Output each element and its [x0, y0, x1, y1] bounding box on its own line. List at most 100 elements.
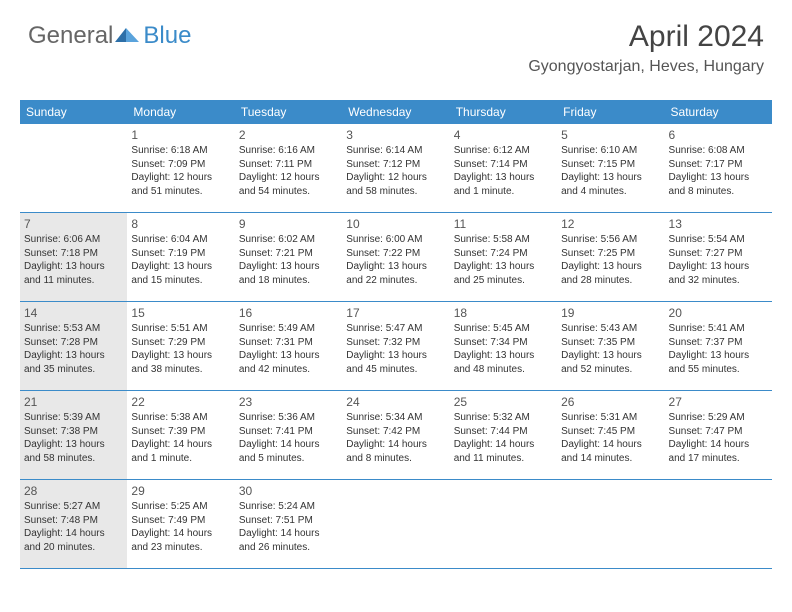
sunset-text: Sunset: 7:44 PM: [454, 425, 553, 439]
day-cell: 25Sunrise: 5:32 AMSunset: 7:44 PMDayligh…: [450, 391, 557, 479]
sunset-text: Sunset: 7:12 PM: [346, 158, 445, 172]
sunset-text: Sunset: 7:15 PM: [561, 158, 660, 172]
logo-text-general: General: [28, 22, 113, 50]
daylight-text: Daylight: 13 hours and 28 minutes.: [561, 260, 660, 287]
daylight-text: Daylight: 13 hours and 11 minutes.: [24, 260, 123, 287]
sunrise-text: Sunrise: 6:16 AM: [239, 144, 338, 158]
sunset-text: Sunset: 7:24 PM: [454, 247, 553, 261]
day-number: 23: [239, 394, 338, 410]
daylight-text: Daylight: 13 hours and 48 minutes.: [454, 349, 553, 376]
sunset-text: Sunset: 7:11 PM: [239, 158, 338, 172]
sunrise-text: Sunrise: 5:32 AM: [454, 411, 553, 425]
day-number: 11: [454, 216, 553, 232]
sunrise-text: Sunrise: 6:04 AM: [131, 233, 230, 247]
logo-text-blue: Blue: [143, 22, 191, 50]
sunrise-text: Sunrise: 5:43 AM: [561, 322, 660, 336]
daylight-text: Daylight: 13 hours and 35 minutes.: [24, 349, 123, 376]
day-cell: [557, 480, 664, 568]
sunset-text: Sunset: 7:38 PM: [24, 425, 123, 439]
sunrise-text: Sunrise: 5:53 AM: [24, 322, 123, 336]
day-cell: 22Sunrise: 5:38 AMSunset: 7:39 PMDayligh…: [127, 391, 234, 479]
day-number: 6: [669, 127, 768, 143]
sunset-text: Sunset: 7:28 PM: [24, 336, 123, 350]
sunrise-text: Sunrise: 5:58 AM: [454, 233, 553, 247]
sunset-text: Sunset: 7:25 PM: [561, 247, 660, 261]
day-cell: 24Sunrise: 5:34 AMSunset: 7:42 PMDayligh…: [342, 391, 449, 479]
day-cell: 9Sunrise: 6:02 AMSunset: 7:21 PMDaylight…: [235, 213, 342, 301]
sunset-text: Sunset: 7:39 PM: [131, 425, 230, 439]
logo-triangle-icon: [115, 24, 139, 42]
sunrise-text: Sunrise: 6:06 AM: [24, 233, 123, 247]
day-number: 7: [24, 216, 123, 232]
day-number: 28: [24, 483, 123, 499]
sunset-text: Sunset: 7:37 PM: [669, 336, 768, 350]
week-row: 28Sunrise: 5:27 AMSunset: 7:48 PMDayligh…: [20, 480, 772, 569]
daylight-text: Daylight: 13 hours and 52 minutes.: [561, 349, 660, 376]
sunrise-text: Sunrise: 5:39 AM: [24, 411, 123, 425]
day-number: 13: [669, 216, 768, 232]
daylight-text: Daylight: 13 hours and 45 minutes.: [346, 349, 445, 376]
daylight-text: Daylight: 14 hours and 8 minutes.: [346, 438, 445, 465]
day-number: 16: [239, 305, 338, 321]
day-number: 21: [24, 394, 123, 410]
daylight-text: Daylight: 12 hours and 54 minutes.: [239, 171, 338, 198]
sunrise-text: Sunrise: 5:24 AM: [239, 500, 338, 514]
daylight-text: Daylight: 13 hours and 1 minute.: [454, 171, 553, 198]
sunrise-text: Sunrise: 5:38 AM: [131, 411, 230, 425]
daylight-text: Daylight: 14 hours and 17 minutes.: [669, 438, 768, 465]
day-cell: 23Sunrise: 5:36 AMSunset: 7:41 PMDayligh…: [235, 391, 342, 479]
day-header: Wednesday: [342, 100, 449, 124]
sunset-text: Sunset: 7:09 PM: [131, 158, 230, 172]
week-row: 14Sunrise: 5:53 AMSunset: 7:28 PMDayligh…: [20, 302, 772, 391]
sunrise-text: Sunrise: 6:00 AM: [346, 233, 445, 247]
day-cell: [665, 480, 772, 568]
sunset-text: Sunset: 7:22 PM: [346, 247, 445, 261]
day-number: 5: [561, 127, 660, 143]
day-cell: [20, 124, 127, 212]
sunset-text: Sunset: 7:41 PM: [239, 425, 338, 439]
day-number: 3: [346, 127, 445, 143]
daylight-text: Daylight: 14 hours and 14 minutes.: [561, 438, 660, 465]
sunrise-text: Sunrise: 6:08 AM: [669, 144, 768, 158]
sunrise-text: Sunrise: 5:34 AM: [346, 411, 445, 425]
sunset-text: Sunset: 7:14 PM: [454, 158, 553, 172]
day-header: Sunday: [20, 100, 127, 124]
day-number: 17: [346, 305, 445, 321]
day-cell: 26Sunrise: 5:31 AMSunset: 7:45 PMDayligh…: [557, 391, 664, 479]
day-number: 22: [131, 394, 230, 410]
day-header: Saturday: [665, 100, 772, 124]
weeks-container: 1Sunrise: 6:18 AMSunset: 7:09 PMDaylight…: [20, 124, 772, 569]
sunset-text: Sunset: 7:51 PM: [239, 514, 338, 528]
day-number: 8: [131, 216, 230, 232]
sunset-text: Sunset: 7:17 PM: [669, 158, 768, 172]
daylight-text: Daylight: 13 hours and 58 minutes.: [24, 438, 123, 465]
day-cell: 10Sunrise: 6:00 AMSunset: 7:22 PMDayligh…: [342, 213, 449, 301]
daylight-text: Daylight: 14 hours and 5 minutes.: [239, 438, 338, 465]
sunrise-text: Sunrise: 5:36 AM: [239, 411, 338, 425]
day-number: 10: [346, 216, 445, 232]
day-cell: 6Sunrise: 6:08 AMSunset: 7:17 PMDaylight…: [665, 124, 772, 212]
day-header: Friday: [557, 100, 664, 124]
daylight-text: Daylight: 13 hours and 55 minutes.: [669, 349, 768, 376]
sunset-text: Sunset: 7:21 PM: [239, 247, 338, 261]
sunset-text: Sunset: 7:34 PM: [454, 336, 553, 350]
day-cell: 17Sunrise: 5:47 AMSunset: 7:32 PMDayligh…: [342, 302, 449, 390]
daylight-text: Daylight: 13 hours and 15 minutes.: [131, 260, 230, 287]
day-number: 24: [346, 394, 445, 410]
day-header: Thursday: [450, 100, 557, 124]
day-cell: 28Sunrise: 5:27 AMSunset: 7:48 PMDayligh…: [20, 480, 127, 568]
day-number: 1: [131, 127, 230, 143]
day-number: 26: [561, 394, 660, 410]
sunset-text: Sunset: 7:42 PM: [346, 425, 445, 439]
day-header: Tuesday: [235, 100, 342, 124]
sunset-text: Sunset: 7:49 PM: [131, 514, 230, 528]
sunrise-text: Sunrise: 6:10 AM: [561, 144, 660, 158]
daylight-text: Daylight: 13 hours and 4 minutes.: [561, 171, 660, 198]
daylight-text: Daylight: 14 hours and 11 minutes.: [454, 438, 553, 465]
week-row: 7Sunrise: 6:06 AMSunset: 7:18 PMDaylight…: [20, 213, 772, 302]
sunrise-text: Sunrise: 5:51 AM: [131, 322, 230, 336]
sunset-text: Sunset: 7:31 PM: [239, 336, 338, 350]
day-number: 9: [239, 216, 338, 232]
daylight-text: Daylight: 12 hours and 58 minutes.: [346, 171, 445, 198]
daylight-text: Daylight: 13 hours and 42 minutes.: [239, 349, 338, 376]
